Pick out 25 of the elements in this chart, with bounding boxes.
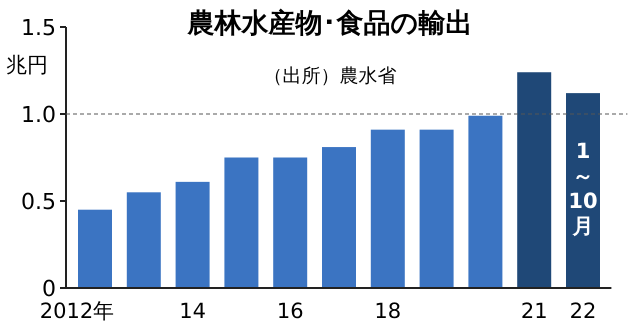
x-tick-label: 2012年 xyxy=(40,299,114,323)
x-tick-label: 18 xyxy=(374,299,402,323)
bar xyxy=(468,116,502,288)
x-tick-label: 14 xyxy=(179,299,206,323)
y-tick-label: 1.0 xyxy=(21,103,56,128)
text: （出所）農水省 xyxy=(264,65,396,87)
y-tick-label: 0 xyxy=(42,277,56,302)
bar xyxy=(322,147,356,288)
bar xyxy=(176,182,210,288)
x-tick-label: 21 xyxy=(520,299,548,323)
bar xyxy=(126,192,161,288)
bar xyxy=(273,158,308,288)
bar xyxy=(420,130,454,288)
annotation: 1～10月 xyxy=(568,139,598,238)
bar xyxy=(517,72,552,288)
bar xyxy=(370,130,405,288)
bar xyxy=(78,210,112,288)
y-tick-label: 0.5 xyxy=(21,190,56,215)
chart-title: 農林水産物･食品の輸出 xyxy=(186,8,472,39)
y-axis-title: 兆円 xyxy=(6,53,48,77)
bar xyxy=(566,93,600,288)
x-tick-label: 16 xyxy=(276,299,304,323)
bar xyxy=(224,158,258,288)
y-tick-label: 1.5 xyxy=(21,16,56,41)
x-tick-label: 22 xyxy=(570,299,596,323)
